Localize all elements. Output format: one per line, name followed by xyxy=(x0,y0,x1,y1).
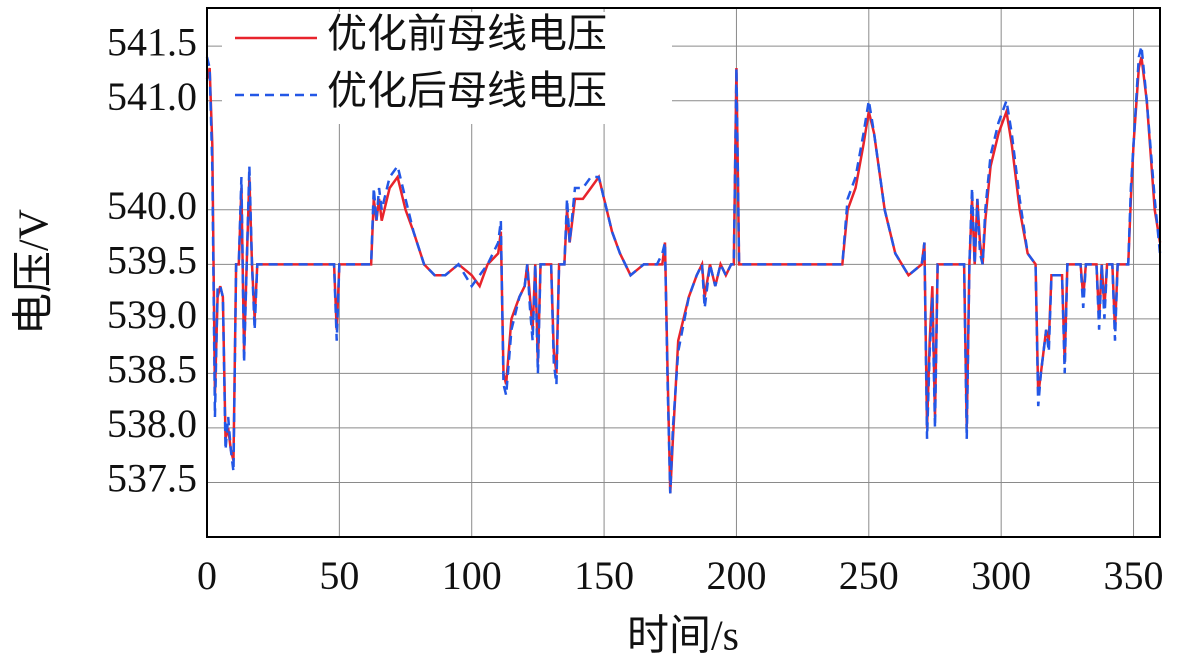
y-tick-label: 538.5 xyxy=(107,347,197,392)
y-tick-label: 541.5 xyxy=(107,19,197,64)
x-tick-label: 0 xyxy=(197,553,217,598)
x-tick-label: 250 xyxy=(839,553,899,598)
y-tick-label: 540.0 xyxy=(107,183,197,228)
legend-label: 优化前母线电压 xyxy=(327,11,607,56)
line-series xyxy=(205,45,1162,494)
x-tick-label: 100 xyxy=(442,553,502,598)
x-axis-label: 时间/s xyxy=(627,614,739,660)
x-tick-label: 200 xyxy=(706,553,766,598)
y-tick-label: 537.5 xyxy=(107,456,197,501)
y-tick-label: 538.0 xyxy=(107,401,197,446)
y-tick-label: 541.0 xyxy=(107,74,197,119)
plot-frame xyxy=(206,7,1161,538)
x-tick-label: 50 xyxy=(319,553,359,598)
y-tick-label: 539.5 xyxy=(107,237,197,282)
x-tick-label: 300 xyxy=(971,553,1031,598)
legend-box xyxy=(222,12,672,124)
y-tick-label: 539.0 xyxy=(107,292,197,337)
legend-label: 优化后母线电压 xyxy=(327,68,607,113)
x-tick-label: 350 xyxy=(1104,553,1164,598)
y-axis-label: 电压/V xyxy=(12,209,58,335)
x-tick-label: 150 xyxy=(574,553,634,598)
